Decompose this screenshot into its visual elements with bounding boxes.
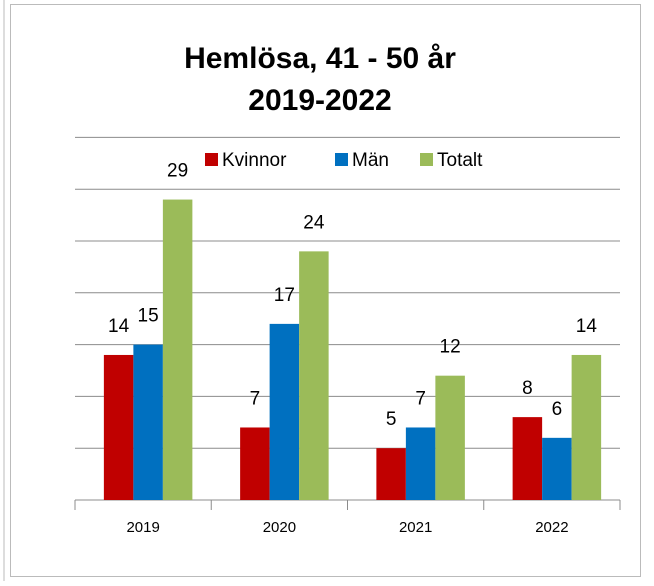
bar	[269, 323, 300, 500]
x-tick-label: 2019	[126, 519, 159, 536]
bar	[299, 251, 329, 500]
data-label: 24	[303, 212, 325, 233]
legend-label: Totalt	[437, 150, 483, 171]
data-label: 6	[552, 399, 563, 420]
bar	[435, 375, 465, 500]
x-tick-label: 2022	[535, 519, 568, 536]
data-label: 7	[250, 388, 261, 409]
legend-swatch	[205, 153, 218, 166]
bar	[376, 448, 406, 500]
bar	[103, 354, 134, 500]
frame	[10, 4, 641, 577]
bar	[133, 344, 163, 500]
legend-swatch	[420, 153, 433, 166]
data-label: 15	[138, 306, 159, 327]
bar	[542, 437, 572, 500]
data-label: 14	[576, 316, 598, 337]
bar	[162, 199, 193, 500]
data-label: 14	[108, 316, 130, 337]
x-tick-label: 2021	[399, 519, 432, 536]
bar	[405, 427, 436, 500]
x-tick-label: 2020	[263, 519, 296, 536]
legend-label: Kvinnor	[222, 150, 287, 171]
data-label: 8	[522, 378, 533, 399]
data-label: 29	[167, 161, 188, 182]
chart-title: 2019-2022	[248, 84, 391, 117]
data-label: 17	[274, 285, 295, 306]
data-label: 7	[415, 388, 426, 409]
data-label: 5	[386, 409, 397, 430]
bar	[512, 417, 543, 500]
bar	[240, 427, 270, 500]
legend-swatch	[335, 153, 348, 166]
data-label: 12	[440, 337, 461, 358]
bar	[571, 354, 602, 500]
chart-title: Hemlösa, 41 - 50 år	[184, 42, 456, 75]
legend-label: Män	[352, 150, 389, 171]
